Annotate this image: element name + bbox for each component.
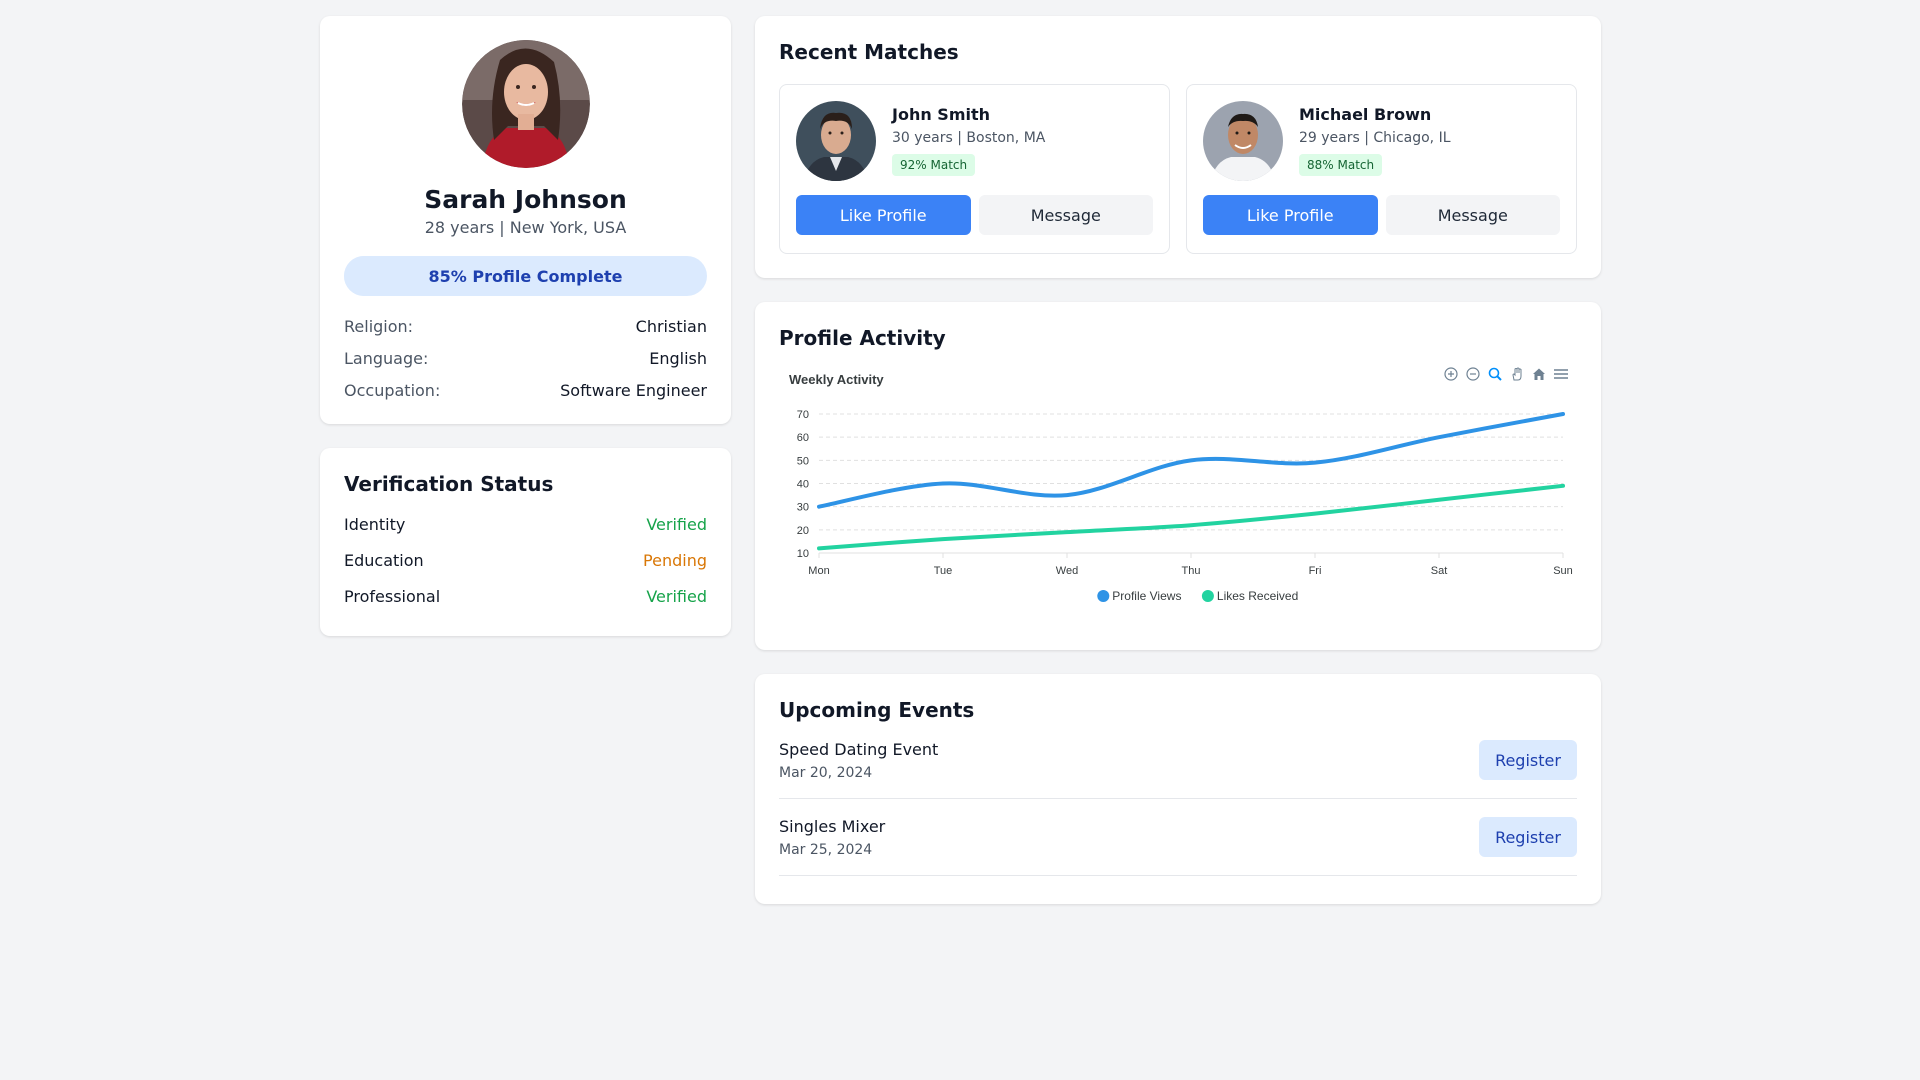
verification-label: Education (344, 550, 424, 570)
verification-label: Professional (344, 586, 441, 606)
y-tick-label: 70 (797, 409, 809, 421)
verification-card: Verification Status Identity Verified Ed… (320, 448, 731, 636)
verification-row-professional: Professional Verified (344, 578, 707, 614)
zoom-in-icon[interactable] (1443, 366, 1459, 382)
match-name[interactable]: Michael Brown (1299, 105, 1432, 124)
detail-label: Occupation: (344, 380, 441, 400)
x-tick-label: Sun (1553, 565, 1573, 577)
legend-marker (1201, 590, 1214, 602)
legend-marker (1097, 590, 1110, 602)
match-subtitle: 29 years | Chicago, IL (1299, 130, 1451, 146)
profile-completion-label: 85% Profile Complete (428, 266, 623, 286)
chart-toolbar (1443, 366, 1569, 382)
profile-subtitle: 28 years | New York, USA (424, 218, 627, 237)
profile-completion-bar: 85% Profile Complete (344, 256, 707, 296)
match-avatar[interactable] (796, 101, 876, 181)
x-tick-label: Wed (1056, 565, 1078, 577)
upcoming-events-title: Upcoming Events (779, 698, 975, 722)
legend-label: Likes Received (1217, 589, 1298, 603)
verification-label: Identity (344, 514, 406, 534)
event-title: Singles Mixer (779, 816, 886, 836)
event-date: Mar 20, 2024 (779, 764, 873, 781)
detail-row-occupation: Occupation: Software Engineer (344, 374, 707, 406)
match-card: John Smith 30 years | Boston, MA 92% Mat… (779, 84, 1170, 254)
detail-label: Language: (344, 348, 429, 368)
event-row: Speed Dating Event Mar 20, 2024 Register (779, 722, 1577, 799)
detail-value: Christian (635, 316, 707, 336)
recent-matches-card: Recent Matches John Smith (755, 16, 1601, 278)
detail-label: Religion: (344, 316, 414, 336)
match-subtitle: 30 years | Boston, MA (892, 130, 1046, 146)
message-button[interactable]: Message (978, 195, 1153, 235)
pan-icon[interactable] (1509, 366, 1525, 382)
series-line-likes-received (817, 483, 1565, 551)
x-tick-label: Thu (1182, 565, 1201, 577)
event-row: Singles Mixer Mar 25, 2024 Register (779, 799, 1577, 876)
event-title: Speed Dating Event (779, 739, 939, 759)
weekly-activity-chart: Weekly Activity 10 20 30 40 50 60 70 Mon Tue Wed Th… (779, 364, 1577, 624)
match-percentage-badge: 88% Match (1299, 154, 1383, 176)
upcoming-events-card: Upcoming Events Speed Dating Event Mar 2… (755, 674, 1601, 904)
detail-value: English (649, 348, 707, 368)
verification-status: Pending (643, 550, 707, 570)
zoom-out-icon[interactable] (1465, 366, 1481, 382)
event-date: Mar 25, 2024 (779, 841, 873, 858)
y-tick-label: 10 (797, 548, 809, 560)
y-tick-label: 20 (797, 525, 809, 537)
y-tick-label: 40 (797, 479, 809, 491)
match-name[interactable]: John Smith (892, 105, 991, 124)
verification-row-education: Education Pending (344, 542, 707, 578)
y-tick-label: 60 (797, 432, 809, 444)
message-button[interactable]: Message (1385, 195, 1560, 235)
verification-status: Verified (646, 514, 707, 534)
verification-title: Verification Status (344, 472, 554, 496)
chart-title: Weekly Activity (789, 372, 884, 387)
profile-card: Sarah Johnson 28 years | New York, USA 8… (320, 16, 731, 424)
detail-row-religion: Religion: Christian (344, 310, 707, 342)
profile-name: Sarah Johnson (424, 185, 627, 214)
verification-status: Verified (646, 586, 707, 606)
home-icon[interactable] (1531, 366, 1547, 382)
profile-details: Religion: Christian Language: English Oc… (344, 310, 707, 406)
like-profile-button[interactable]: Like Profile (1203, 195, 1378, 235)
register-button[interactable]: Register (1479, 817, 1577, 857)
menu-icon[interactable] (1553, 366, 1569, 382)
detail-value: Software Engineer (560, 380, 707, 400)
x-tick-label: Sat (1431, 565, 1448, 577)
profile-activity-card: Profile Activity Weekly Activity 10 20 30 40… (755, 302, 1601, 650)
match-avatar[interactable] (1203, 101, 1283, 181)
x-tick-label: Mon (808, 565, 829, 577)
chart-canvas: Weekly Activity 10 20 30 40 50 60 70 Mon Tue Wed Th… (789, 372, 1573, 603)
profile-completion-fill (344, 256, 653, 296)
recent-matches-title: Recent Matches (779, 40, 959, 64)
profile-avatar (461, 40, 590, 168)
y-tick-label: 50 (797, 455, 809, 467)
verification-row-identity: Identity Verified (344, 506, 707, 542)
detail-row-language: Language: English (344, 342, 707, 374)
match-percentage-badge: 92% Match (892, 154, 976, 176)
zoom-selection-icon[interactable] (1487, 366, 1503, 382)
match-card: Michael Brown 29 years | Chicago, IL 88%… (1186, 84, 1577, 254)
x-tick-label: Fri (1309, 565, 1322, 577)
series-line-profile-views (817, 412, 1565, 509)
legend-label: Profile Views (1112, 589, 1181, 603)
register-button[interactable]: Register (1479, 740, 1577, 780)
profile-activity-title: Profile Activity (779, 326, 946, 350)
like-profile-button[interactable]: Like Profile (796, 195, 971, 235)
x-tick-label: Tue (934, 565, 953, 577)
y-tick-label: 30 (797, 502, 809, 514)
